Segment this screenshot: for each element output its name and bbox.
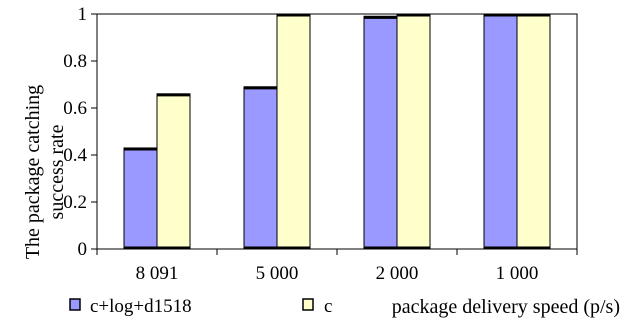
x-tick-label: 8 091 bbox=[136, 263, 179, 284]
legend-label-2: c bbox=[324, 296, 332, 317]
y-tick-label: 0.8 bbox=[63, 51, 87, 72]
bar-series1-3 bbox=[483, 13, 518, 250]
y-axis-title: The package catching success rate bbox=[22, 85, 68, 259]
legend-label-1: c+log+d1518 bbox=[90, 296, 192, 317]
y-tick-label: 0.2 bbox=[63, 192, 87, 213]
bar-series1-2 bbox=[363, 15, 398, 250]
x-tick-label: 1 000 bbox=[496, 263, 539, 284]
y-tick-label: 1 bbox=[78, 4, 88, 25]
y-tick-label: 0.6 bbox=[63, 98, 87, 119]
y-axis-title-line1: The package catching bbox=[22, 85, 44, 259]
plot-area bbox=[96, 13, 578, 250]
y-tick-label: 0 bbox=[78, 239, 88, 260]
x-axis-title: package delivery speed (p/s) bbox=[392, 296, 620, 318]
bar-series1-1 bbox=[243, 86, 278, 250]
x-tick-label: 2 000 bbox=[376, 263, 419, 284]
legend: c+log+d1518 c bbox=[69, 296, 332, 317]
y-axis: 0 0.2 0.4 0.6 0.8 1 bbox=[63, 4, 97, 260]
x-axis: 8 091 5 000 2 000 1 000 bbox=[96, 249, 578, 284]
legend-swatch-2 bbox=[302, 298, 314, 311]
y-tick-label: 0.4 bbox=[63, 145, 87, 166]
x-tick-label: 5 000 bbox=[256, 263, 299, 284]
y-axis-title-line2: success rate bbox=[46, 124, 68, 219]
bar-series2-1 bbox=[276, 13, 311, 250]
bar-series2-0 bbox=[156, 93, 191, 250]
bar-series2-3 bbox=[516, 13, 551, 250]
legend-swatch-1 bbox=[69, 298, 81, 311]
bar-series2-2 bbox=[396, 13, 431, 250]
bar-series1-0 bbox=[123, 147, 158, 250]
